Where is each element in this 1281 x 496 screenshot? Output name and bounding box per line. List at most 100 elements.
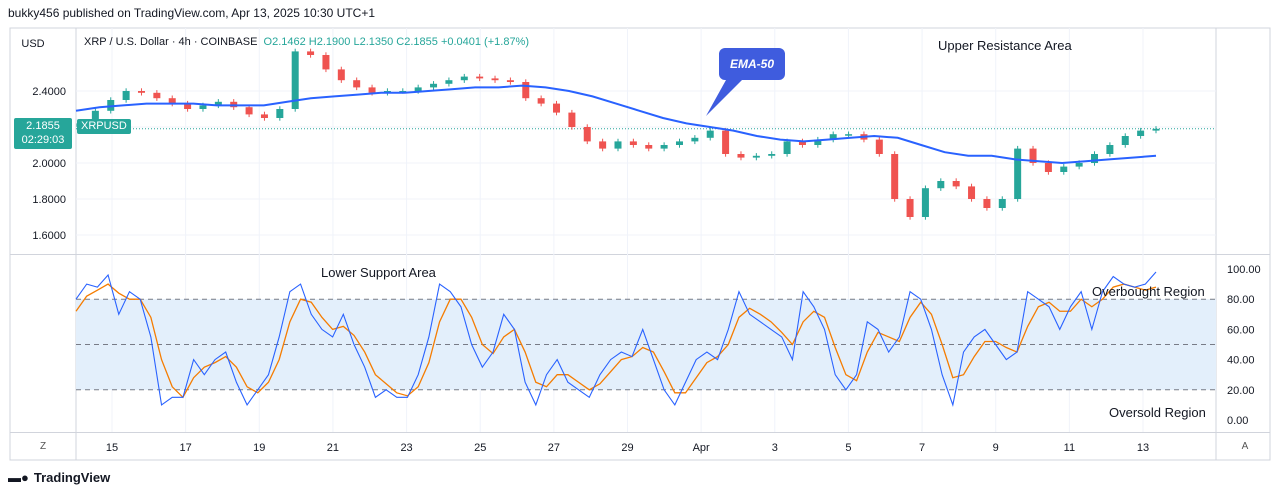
upper-resistance-label: Upper Resistance Area (938, 38, 1072, 53)
candle-body (1106, 145, 1114, 154)
candle-body (153, 92, 161, 99)
x-tick-label: 25 (474, 442, 486, 454)
candle-body (430, 83, 438, 88)
symbol-tag: XRPUSD (77, 119, 131, 134)
tradingview-logo-icon: ▬● (8, 470, 29, 485)
candle-body (691, 137, 699, 142)
x-tick-label: 5 (845, 442, 851, 454)
candle-body (752, 155, 760, 158)
candle-body (122, 91, 130, 100)
overbought-label: Overbought Region (1092, 284, 1205, 299)
x-tick-label: 19 (253, 442, 265, 454)
candle-body (875, 139, 883, 154)
candle-body (460, 76, 468, 81)
osc-tick-label: 80.00 (1227, 294, 1255, 306)
x-tick-label: 3 (772, 442, 778, 454)
candle-body (491, 78, 499, 81)
x-tick-label: 17 (180, 442, 192, 454)
candle-body (952, 181, 960, 187)
x-tick-label: 23 (400, 442, 412, 454)
candle-body (614, 141, 622, 149)
osc-tick-label: 100.00 (1227, 264, 1261, 276)
candle-body (906, 199, 914, 217)
candle-body (983, 199, 991, 208)
candle-body (737, 154, 745, 158)
low-value: L2.1350 (353, 36, 394, 48)
y-tick-label: 1.6000 (32, 230, 66, 242)
x-tick-label: 27 (548, 442, 560, 454)
candle-body (1137, 130, 1145, 136)
candle-body (1029, 148, 1037, 163)
x-tick-label: 15 (106, 442, 118, 454)
y-tick-label: 2.4000 (32, 86, 66, 98)
candle-body (476, 76, 484, 79)
candle-body (998, 199, 1006, 208)
x-tick-label: 13 (1137, 442, 1149, 454)
candle-body (1060, 166, 1068, 172)
x-tick-label: 9 (993, 442, 999, 454)
candle-body (368, 87, 376, 93)
candle-body (968, 186, 976, 199)
last-price-tag: 2.1855 02:29:03 (14, 118, 72, 149)
candle-body (568, 112, 576, 127)
candle-body (768, 154, 776, 156)
candle-body (137, 91, 145, 93)
bar-countdown: 02:29:03 (21, 134, 65, 146)
candle-body (1152, 128, 1160, 131)
auto-scale-button[interactable]: A (1241, 441, 1249, 452)
candle-body (214, 101, 222, 106)
candle-body (199, 105, 207, 109)
candle-body (506, 80, 514, 82)
candle-body (307, 51, 315, 55)
candle-body (276, 109, 284, 118)
osc-tick-label: 60.00 (1227, 324, 1255, 336)
tradingview-brand: ▬● TradingView (8, 470, 110, 485)
candle-body (583, 127, 591, 142)
ema-50-line (75, 84, 1157, 165)
candle-body (1121, 136, 1129, 145)
candle-body (168, 98, 176, 104)
high-value: H2.1900 (308, 36, 351, 48)
candle-body (891, 154, 899, 199)
candle-body (706, 130, 714, 138)
candle-body (445, 80, 453, 84)
ema-callout: EMA-50 (719, 48, 785, 80)
candle-body (337, 69, 345, 81)
candle-body (537, 98, 545, 104)
candle-body (553, 103, 561, 113)
candle-body (937, 181, 945, 189)
candle-body (599, 141, 607, 149)
publish-header: bukky456 published on TradingView.com, A… (8, 6, 376, 20)
candle-body (184, 103, 192, 109)
stoch-k-line (75, 271, 1157, 407)
candle-body (814, 139, 822, 145)
oversold-label: Oversold Region (1109, 405, 1206, 420)
candle-body (322, 55, 330, 70)
osc-tick-label: 20.00 (1227, 385, 1255, 397)
candle-body (522, 82, 530, 99)
timezone-button[interactable]: Z (39, 441, 47, 452)
ema-callout-pointer (706, 80, 742, 116)
chart-frame (9, 27, 1271, 461)
x-tick-label: Apr (693, 442, 710, 454)
candle-body (399, 91, 407, 93)
candle-body (645, 145, 653, 149)
candle-body (845, 134, 853, 136)
currency-button[interactable]: USD (21, 38, 45, 50)
candle-body (921, 188, 929, 217)
candle-body (91, 110, 99, 124)
candle-body (1091, 154, 1099, 163)
y-tick-label: 1.8000 (32, 194, 66, 206)
candle-body (291, 51, 299, 109)
candle-body (245, 107, 253, 115)
brand-label: TradingView (33, 470, 111, 485)
last-price: 2.1855 (26, 120, 60, 132)
osc-tick-label: 40.00 (1227, 355, 1255, 367)
close-value: C2.1855 (396, 36, 438, 48)
candle-body (798, 141, 806, 145)
candle-body (1044, 163, 1052, 172)
candle-body (260, 114, 268, 118)
candle-body (353, 80, 361, 88)
candle-body (629, 141, 637, 145)
